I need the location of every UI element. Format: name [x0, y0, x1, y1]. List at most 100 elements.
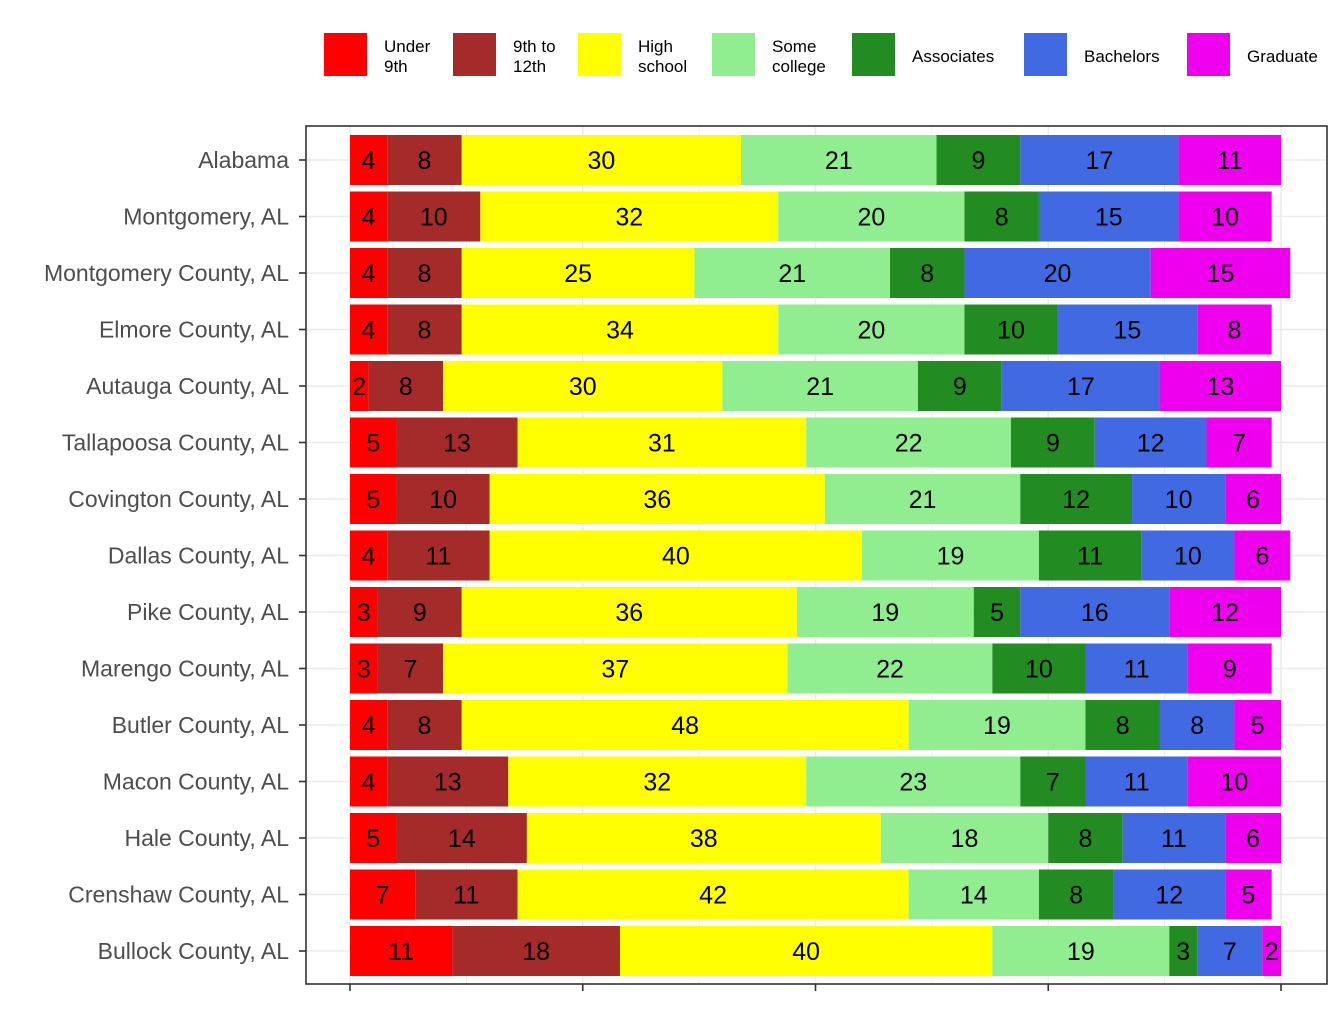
bar-9th-to-12th	[387, 304, 462, 355]
bar-under-9th	[350, 643, 378, 694]
data-label: 31	[648, 430, 676, 458]
data-label: 6	[1246, 486, 1260, 514]
legend-label-line: Some	[772, 37, 816, 56]
data-label: 15	[1207, 260, 1235, 288]
data-label: 9	[971, 147, 985, 175]
bar-some-college	[992, 926, 1170, 976]
bar-9th-to-12th	[387, 191, 481, 242]
legend-label-line: Under	[384, 37, 431, 56]
data-label: 48	[671, 712, 699, 740]
data-label: 2	[352, 373, 366, 401]
bar-under-9th	[350, 135, 388, 185]
bar-under-9th	[350, 474, 397, 524]
data-label: 12	[1155, 882, 1183, 910]
bar-high-school	[489, 530, 863, 581]
bar-high-school	[461, 248, 695, 298]
bar-high-school	[526, 813, 881, 863]
data-label: 3	[1176, 938, 1190, 966]
data-label: 11	[1161, 825, 1187, 853]
bar-graduate	[1225, 869, 1272, 920]
category-label: Crenshaw County, AL	[68, 882, 289, 908]
data-label: 4	[362, 204, 376, 232]
category-label: Bullock County, AL	[98, 938, 290, 964]
legend-item-graduate: Graduate	[1187, 33, 1318, 76]
category-label: Tallapoosa County, AL	[62, 430, 289, 456]
bar-bachelors	[1141, 530, 1235, 581]
legend: Under 9th 9th to 12th High school Some college A…	[324, 33, 1318, 76]
data-label: 22	[895, 430, 923, 458]
data-label: 12	[1211, 599, 1239, 627]
bar-9th-to-12th	[387, 135, 462, 185]
bar-associates	[889, 248, 965, 298]
bar-high-school	[461, 587, 797, 637]
bar-under-9th	[350, 700, 388, 750]
bar-graduate	[1187, 643, 1272, 694]
data-label: 30	[587, 147, 615, 175]
bar-associates	[917, 361, 1002, 411]
bar-9th-to-12th	[396, 417, 518, 468]
bar-some-college	[824, 474, 1021, 524]
bar-associates	[1038, 869, 1114, 920]
bar-bachelors	[964, 248, 1151, 298]
data-label: 4	[362, 147, 376, 175]
data-label: 12	[1137, 430, 1165, 458]
bar-bachelors	[1057, 304, 1198, 355]
legend-label-line: school	[638, 57, 687, 76]
data-label: 2	[1265, 938, 1279, 966]
category-label: Dallas County, AL	[108, 543, 289, 569]
bar-associates	[1020, 756, 1086, 807]
bar-9th-to-12th	[387, 756, 509, 807]
data-label: 21	[806, 373, 834, 401]
data-label: 7	[1232, 430, 1246, 458]
bar-9th-to-12th	[377, 643, 444, 694]
bar-associates	[1011, 417, 1095, 468]
bar-some-college	[908, 869, 1039, 920]
data-label: 5	[366, 825, 380, 853]
data-label: 6	[1255, 543, 1269, 571]
bar-under-9th	[350, 869, 416, 920]
data-label: 23	[899, 769, 927, 797]
bar-associates	[1048, 813, 1123, 863]
data-label: 19	[937, 543, 965, 571]
category-label: Macon County, AL	[103, 769, 289, 795]
bar-bachelors	[1038, 191, 1179, 242]
category-label: Montgomery County, AL	[44, 260, 289, 286]
bar-associates	[936, 135, 1021, 185]
category-label: Montgomery, AL	[123, 204, 289, 230]
data-label: 13	[1207, 373, 1235, 401]
bar-high-school	[480, 191, 779, 242]
data-label: 7	[376, 882, 390, 910]
bar-under-9th	[350, 530, 388, 581]
legend-label-line: 9th	[384, 57, 408, 76]
category-label: Elmore County, AL	[99, 317, 289, 343]
legend-label: Associates	[912, 47, 994, 66]
data-label: 19	[1067, 938, 1095, 966]
data-label: 11	[388, 938, 414, 966]
legend-item-bachelors: Bachelors	[1024, 33, 1160, 76]
data-label: 11	[1124, 656, 1150, 684]
data-label: 17	[1086, 147, 1114, 175]
bar-some-college	[778, 304, 965, 355]
data-label: 4	[362, 712, 376, 740]
data-label: 4	[362, 543, 376, 571]
data-label: 30	[569, 373, 597, 401]
bar-associates	[1169, 926, 1198, 976]
bar-associates	[973, 587, 1021, 637]
bar-bachelors	[1001, 361, 1160, 411]
bar-under-9th	[350, 248, 388, 298]
bar-9th-to-12th	[452, 926, 620, 976]
bar-graduate	[1234, 530, 1291, 581]
data-label: 19	[983, 712, 1011, 740]
data-label: 10	[997, 317, 1025, 345]
data-label: 20	[857, 317, 885, 345]
data-label: 8	[1079, 825, 1093, 853]
bar-9th-to-12th	[377, 587, 462, 637]
data-label: 11	[1124, 769, 1150, 797]
data-label: 8	[418, 260, 432, 288]
data-label: 8	[995, 204, 1009, 232]
x-axis	[349, 984, 1282, 991]
category-label: Butler County, AL	[112, 712, 289, 738]
legend-label-line: college	[772, 57, 826, 76]
bar-some-college	[862, 530, 1039, 581]
